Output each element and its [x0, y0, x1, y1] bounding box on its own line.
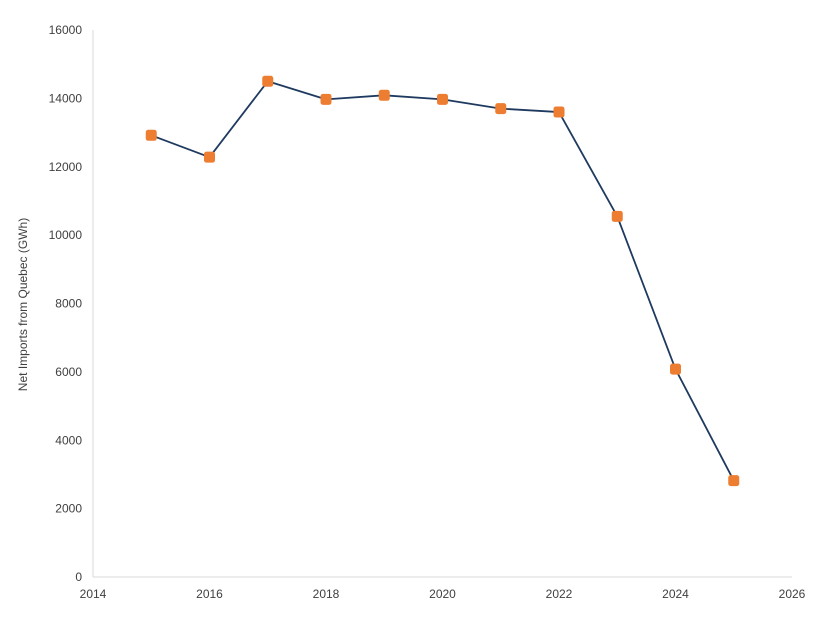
data-point-marker [553, 106, 565, 118]
y-tick-label: 12000 [49, 160, 83, 174]
y-tick-label: 16000 [49, 23, 83, 37]
x-tick-label: 2016 [196, 587, 223, 601]
data-point-marker [320, 93, 332, 105]
y-tick-labels: 0 2000 4000 6000 8000 10000 12000 14000 16000 [49, 23, 83, 584]
y-tick-label: 10000 [49, 228, 83, 242]
axes [92, 30, 792, 578]
data-point-marker [728, 475, 740, 487]
series-layer [145, 75, 740, 487]
x-tick-labels: 2014 2016 2018 2020 2022 2024 2026 [80, 587, 806, 601]
data-point-marker [145, 129, 157, 141]
y-tick-label: 6000 [55, 365, 82, 379]
x-tick-label: 2022 [546, 587, 573, 601]
data-point-marker [262, 75, 274, 87]
data-point-marker [204, 151, 215, 163]
series-line [150, 80, 735, 482]
x-tick-label: 2020 [429, 587, 456, 601]
y-tick-label: 2000 [55, 502, 82, 516]
data-point-marker [495, 103, 507, 115]
data-point-marker [670, 363, 681, 375]
x-tick-label: 2014 [80, 587, 107, 601]
y-tick-label: 14000 [49, 91, 83, 105]
data-point-marker [437, 93, 448, 105]
x-tick-label: 2018 [313, 587, 340, 601]
y-tick-label: 8000 [55, 297, 82, 311]
data-point-marker [611, 210, 623, 222]
y-tick-label: 0 [75, 570, 82, 584]
y-tick-label: 4000 [55, 433, 82, 447]
y-axis-title: Net Imports from Quebec (GWh) [16, 218, 30, 391]
x-tick-label: 2026 [779, 587, 806, 601]
data-point-marker [378, 89, 390, 101]
x-tick-label: 2024 [662, 587, 689, 601]
